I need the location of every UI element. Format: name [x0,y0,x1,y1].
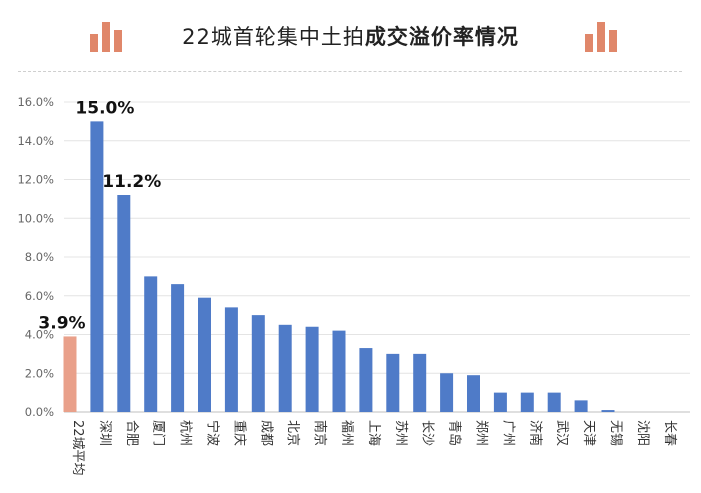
y-tick-label: 12.0% [17,173,54,187]
x-tick-label: 南京 [312,420,328,446]
y-tick-label: 0.0% [25,405,54,419]
bar-chart: 0.0% 2.0% 4.0% 6.0% 8.0% 10.0% 12.0% 14.0% 16.0%… [17,95,690,476]
title-normal: 22城首轮集中土拍 [182,25,365,49]
x-tick-label: 天津 [581,420,596,446]
bar [251,315,265,412]
y-tick-label: 4.0% [25,328,54,342]
data-label: 3.9% [38,313,85,333]
x-tick-label: 合肥 [124,420,139,446]
bar-chart-icon [585,22,617,52]
bar [144,276,158,412]
bar [198,297,211,412]
bar [305,326,319,412]
y-tick-label: 10.0% [17,211,54,225]
bar [117,195,131,412]
bar [332,330,346,412]
x-tick-label: 长春 [662,420,677,446]
y-tick-label: 2.0% [25,366,54,380]
x-tick-label: 武汉 [554,420,569,446]
title-bold: 成交溢价率情况 [364,25,519,49]
x-tick-label: 成都 [258,420,273,446]
x-tick-label: 沈阳 [635,420,650,446]
x-tick-label: 厦门 [151,420,166,446]
bar [63,336,77,412]
data-label: 11.2% [102,172,161,192]
x-tick-label: 深圳 [97,420,112,446]
bar [574,400,588,412]
x-tick-label: 苏州 [393,420,409,446]
bar [90,121,104,412]
bar [386,353,400,412]
bar [171,284,185,412]
x-tick-label: 福州 [339,420,354,446]
header-divider [18,71,682,72]
x-tick-label: 宁波 [205,420,221,446]
chart-header: 22城首轮集中土拍 成交溢价率情况 [0,0,701,72]
x-tick-label: 杭州 [178,420,193,446]
bar [278,324,292,412]
bar [547,392,561,412]
bar [413,353,427,412]
y-tick-label: 6.0% [25,289,54,303]
x-tick-label: 北京 [285,420,300,446]
x-tick-label: 郑州 [474,420,489,446]
x-tick-label: 青岛 [447,420,463,446]
x-tick-label: 济南 [527,420,543,446]
x-tick-label: 重庆 [231,420,247,446]
y-tick-label: 16.0% [17,95,54,109]
y-tick-label: 8.0% [25,250,54,264]
bar-chart-icon [90,22,122,52]
x-tick-label: 广州 [500,420,515,446]
x-tick-label: 22城平均 [70,420,85,476]
x-tick-label: 无锡 [608,420,623,446]
data-label: 15.0% [75,98,134,118]
bar [520,392,534,412]
chart-title: 22城首轮集中土拍 成交溢价率情况 [0,0,701,72]
bar [440,373,454,412]
x-tick-label: 上海 [366,420,381,446]
bar [493,392,507,412]
bar [224,307,238,412]
y-tick-label: 14.0% [17,134,54,148]
x-tick-label: 长沙 [420,420,435,446]
bar [601,410,615,412]
bar [359,348,373,412]
bar [467,375,480,412]
